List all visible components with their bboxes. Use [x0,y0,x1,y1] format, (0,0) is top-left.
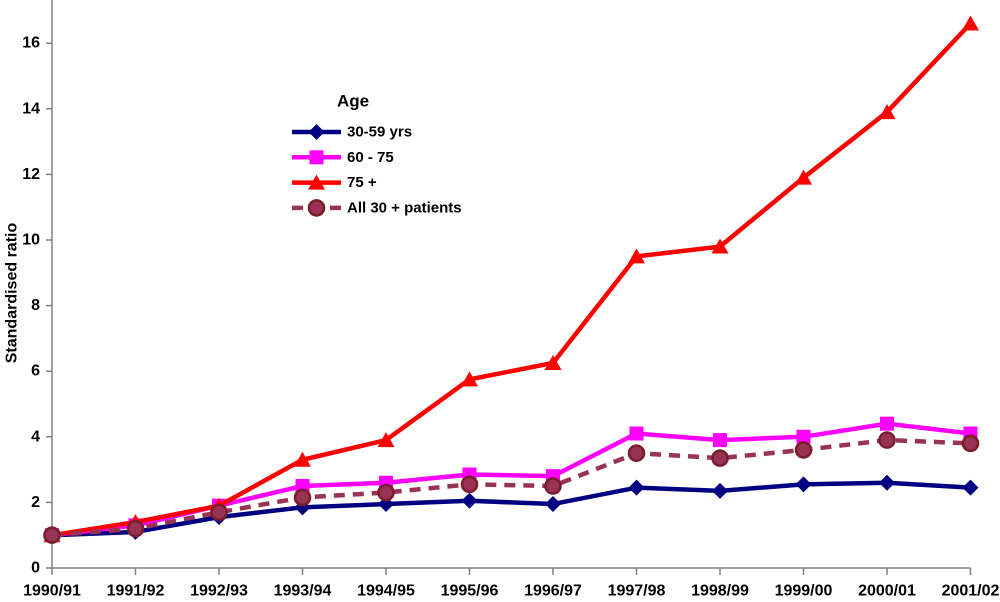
circle-marker [307,199,326,217]
x-tick-label: 1991/92 [107,583,165,600]
x-tick-label: 2000/01 [858,583,916,600]
circle-marker [544,477,562,495]
y-tick-label: 16 [22,35,40,52]
triangle-marker [962,15,979,31]
triangle-marker [711,238,729,254]
diamond-marker [461,492,478,509]
legend-label: All 30 + patients [347,199,462,216]
circle-marker [43,526,61,545]
triangle-marker [628,248,645,264]
x-tick-label: 1999/00 [775,583,833,600]
circle-marker [377,483,395,502]
y-tick-label: 0 [31,560,40,577]
y-tick-label: 4 [31,428,40,445]
circle-marker [794,441,813,459]
circle-marker [627,444,646,463]
circle-marker [293,488,312,507]
x-tick-label: 1992/93 [190,583,248,600]
triangle-marker [308,174,325,190]
x-tick-label: 2001/02 [942,583,1000,600]
circle-marker [878,431,896,449]
diamond-marker [962,479,979,496]
x-tick-label: 1994/95 [357,583,415,600]
y-tick-label: 2 [31,494,40,511]
legend-label: 60 - 75 [347,149,394,166]
square-marker [713,433,727,448]
triangle-marker [294,451,311,467]
y-tick-label: 10 [22,232,40,249]
square-marker [629,426,644,441]
series-line-All-30-+-patients [51,437,971,538]
x-tick-label: 1996/97 [524,583,582,600]
diamond-marker [545,496,561,513]
y-tick-label: 14 [22,100,40,117]
y-tick-label: 12 [22,166,40,183]
triangle-marker [544,355,562,370]
diamond-marker [795,476,812,493]
triangle-marker [377,432,395,448]
y-axis-title: Standardised ratio [4,223,21,364]
legend-label: 30-59 yrs [347,124,412,141]
x-tick-label: 1997/98 [608,583,666,600]
diamond-marker [308,124,325,140]
x-tick-label: 1993/94 [274,583,332,600]
triangle-marker [795,169,812,185]
legend-title: Age [337,92,369,111]
circle-marker [460,475,479,494]
diamond-marker [879,474,895,491]
series-line-75-+ [51,21,973,538]
x-tick-label: 1998/99 [691,583,749,600]
diamond-marker [712,482,728,499]
y-tick-label: 6 [31,363,40,380]
square-marker [880,416,894,431]
circle-marker [711,449,729,467]
legend-label: 75 + [347,174,377,191]
series-line-30-59-yrs [51,480,971,538]
x-tick-label: 1995/96 [441,583,499,600]
square-marker [309,150,324,165]
circle-marker [961,434,980,453]
circle-marker [126,519,145,538]
x-tick-label: 1990/91 [23,583,81,600]
triangle-marker [878,104,896,120]
square-marker [796,429,811,444]
diamond-marker [628,479,645,496]
y-tick-label: 8 [31,297,40,314]
triangle-marker [461,371,478,387]
circle-marker [210,503,228,522]
